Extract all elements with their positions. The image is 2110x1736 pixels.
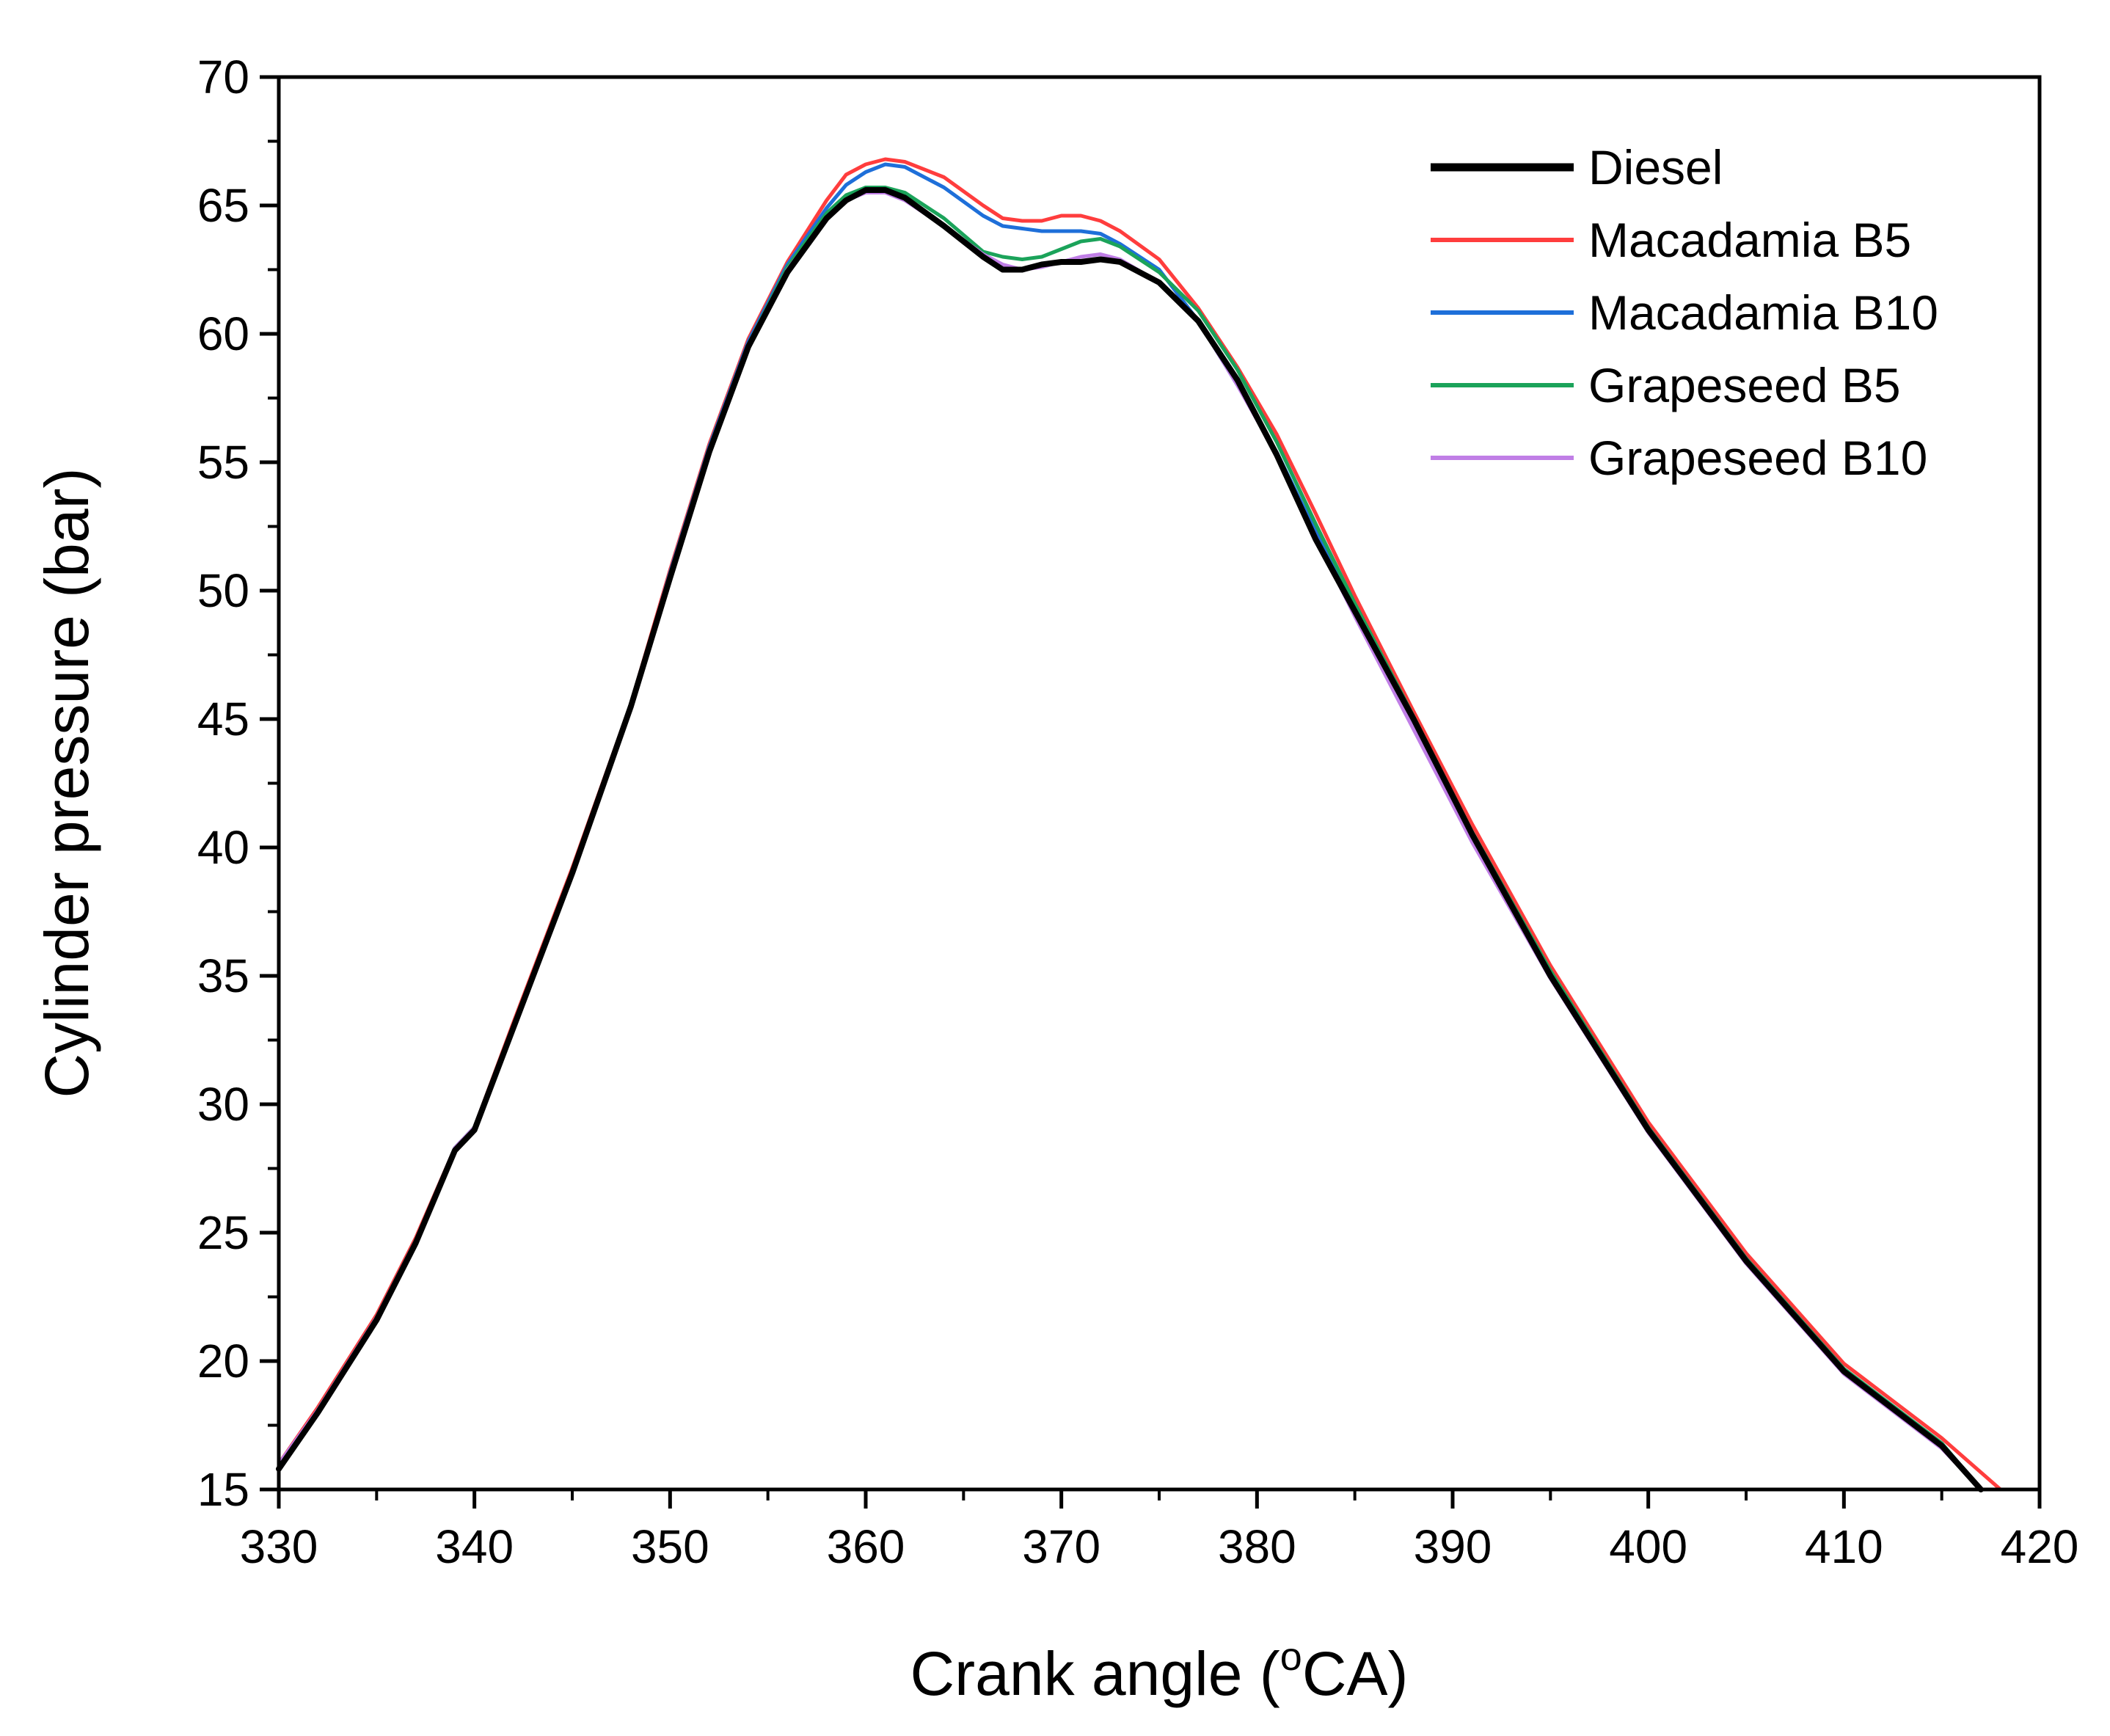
x-tick-label: 400	[1609, 1520, 1687, 1573]
y-tick-label: 30	[197, 1078, 249, 1131]
y-tick-labels: 15 20 25 30 35 40 45 50 55 60 65 70	[197, 51, 249, 1516]
y-tick-label: 50	[197, 564, 249, 617]
y-tick-label: 55	[197, 436, 249, 489]
series-lines	[276, 157, 2003, 1492]
major-ticks	[260, 75, 2042, 1509]
legend-label: Macadamia B5	[1588, 213, 1911, 267]
y-tick-label: 45	[197, 693, 249, 745]
legend-label: Grapeseed B5	[1588, 358, 1901, 412]
x-axis-title-tail: CA)	[1302, 1639, 1409, 1708]
legend-label: Macadamia B10	[1588, 285, 1938, 340]
legend-label: Grapeseed B10	[1588, 431, 1927, 485]
y-tick-label: 35	[197, 949, 249, 1002]
x-axis-title: Crank angle (oCA)	[910, 1635, 1409, 1708]
x-tick-label: 420	[2001, 1520, 2079, 1573]
y-axis-title: Cylinder pressure (bar)	[32, 468, 101, 1098]
x-tick-label: 350	[631, 1520, 709, 1573]
y-tick-label: 40	[197, 821, 249, 874]
y-tick-label: 25	[197, 1206, 249, 1259]
x-tick-labels: 330 340 350 360 370 380 390 400 410 420	[240, 1520, 2079, 1573]
x-tick-label: 340	[435, 1520, 514, 1573]
x-tick-label: 360	[827, 1520, 905, 1573]
series-line-diesel	[276, 187, 1984, 1492]
y-tick-label: 70	[197, 51, 249, 103]
minor-ticks	[268, 139, 1943, 1500]
x-tick-label: 390	[1414, 1520, 1492, 1573]
x-axis-title-sup: o	[1280, 1635, 1302, 1679]
x-tick-label: 330	[240, 1520, 318, 1573]
y-tick-label: 65	[197, 179, 249, 232]
y-tick-label: 15	[197, 1463, 249, 1516]
y-tick-label: 60	[197, 307, 249, 360]
x-tick-label: 380	[1218, 1520, 1296, 1573]
x-axis-title-main: Crank angle (	[910, 1639, 1280, 1708]
legend-label: Diesel	[1588, 140, 1723, 194]
legend: Diesel Macadamia B5 Macadamia B10 Grapeseed…	[1431, 140, 1938, 485]
x-tick-label: 370	[1022, 1520, 1100, 1573]
y-tick-label: 20	[197, 1335, 249, 1387]
x-tick-label: 410	[1805, 1520, 1883, 1573]
plot-frame	[277, 75, 2042, 1492]
